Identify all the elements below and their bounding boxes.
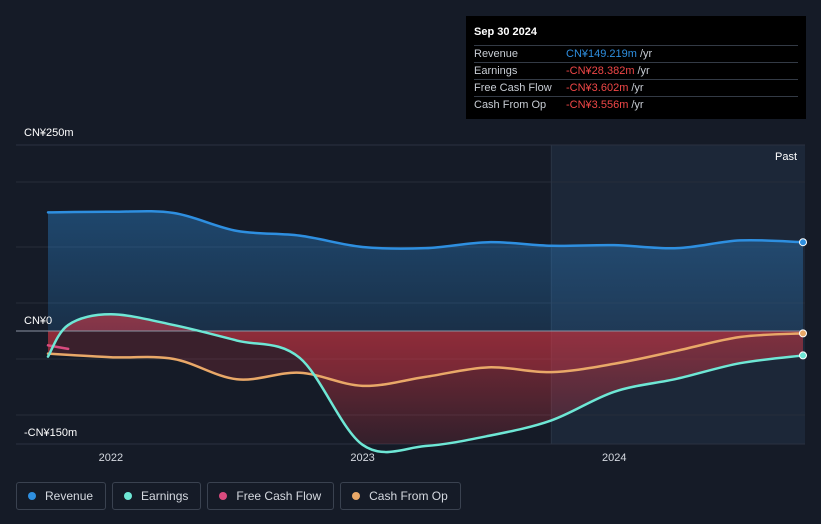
legend-dot-icon xyxy=(124,492,133,500)
legend-item-earnings[interactable]: Earnings xyxy=(112,482,202,510)
cash-from-op-end-marker xyxy=(799,329,807,338)
tooltip-value: -CN¥28.382m xyxy=(566,65,635,77)
legend-label: Earnings xyxy=(141,489,189,503)
tooltip-date: Sep 30 2024 xyxy=(474,26,537,38)
revenue-area xyxy=(48,211,803,331)
tooltip-unit: /yr xyxy=(631,82,644,94)
y-tick-label: CN¥0 xyxy=(24,315,52,327)
area-fills xyxy=(48,211,803,444)
tooltip-row-revenue: Revenue CN¥149.219m /yr xyxy=(474,45,798,62)
tooltip-unit: /yr xyxy=(631,99,644,111)
legend-label: Revenue xyxy=(45,489,94,503)
tooltip-label: Revenue xyxy=(474,48,519,60)
earnings-end-marker xyxy=(799,351,807,360)
tooltip-unit: /yr xyxy=(639,48,653,60)
legend-label: Free Cash Flow xyxy=(236,489,322,503)
earnings-line xyxy=(46,313,805,454)
tooltip-value: -CN¥3.602m xyxy=(566,82,629,94)
tooltip-row-free-cash-flow: Free Cash Flow -CN¥3.602m /yr xyxy=(474,79,798,96)
tooltip-value: CN¥149.219m xyxy=(566,48,637,60)
tooltip-row-cash-from-op: Cash From Op -CN¥3.556m /yr xyxy=(474,96,798,113)
legend-item-cash-from-op[interactable]: Cash From Op xyxy=(340,482,461,510)
tooltip-unit: /yr xyxy=(637,65,650,77)
tooltip-label: Earnings xyxy=(474,65,518,77)
free-cash-flow-line xyxy=(46,344,70,351)
legend: Revenue Earnings Free Cash Flow Cash Fro… xyxy=(16,482,461,510)
revenue-line xyxy=(46,209,805,250)
x-tick-label: 2024 xyxy=(602,452,626,464)
legend-dot-icon xyxy=(219,492,228,500)
cash-from-op-line xyxy=(46,332,805,388)
y-tick-label: -CN¥150m xyxy=(24,427,77,439)
tooltip-label: Cash From Op xyxy=(474,99,547,111)
cash-from-op-area xyxy=(48,331,803,386)
tooltip-row-earnings: Earnings -CN¥28.382m /yr xyxy=(474,62,798,79)
revenue-end-marker xyxy=(799,238,807,247)
legend-dot-icon xyxy=(28,492,36,500)
earnings-area xyxy=(48,314,803,444)
x-tick-label: 2023 xyxy=(350,452,374,464)
tooltip-label: Free Cash Flow xyxy=(474,82,552,94)
series-lines xyxy=(46,209,807,454)
y-tick-label: CN¥250m xyxy=(24,127,74,139)
tooltip-value: -CN¥3.556m xyxy=(566,99,629,111)
legend-dot-icon xyxy=(352,492,361,500)
axis-labels: CN¥250m CN¥0 -CN¥150m 2022 2023 2024 Past xyxy=(24,127,797,464)
legend-item-revenue[interactable]: Revenue xyxy=(16,482,107,510)
legend-item-free-cash-flow[interactable]: Free Cash Flow xyxy=(207,482,335,510)
x-tick-label: 2022 xyxy=(99,452,123,464)
legend-label: Cash From Op xyxy=(369,489,448,503)
past-label: Past xyxy=(775,151,797,163)
tooltip: Sep 30 2024 Revenue CN¥149.219m /yr Earn… xyxy=(466,16,806,119)
